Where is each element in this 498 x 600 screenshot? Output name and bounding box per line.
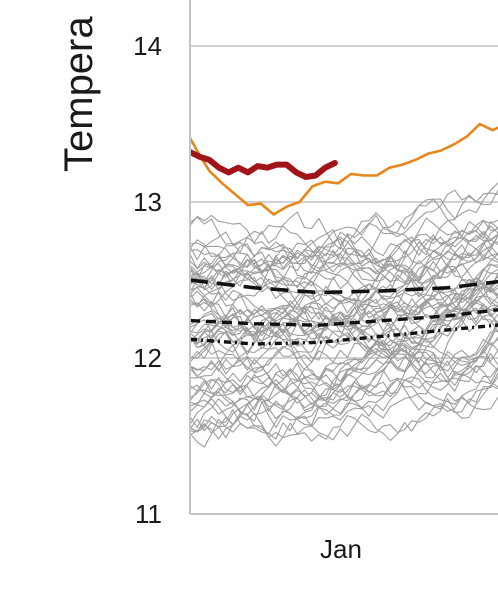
ensemble-line <box>190 299 498 358</box>
ensemble-line <box>190 274 498 415</box>
ensemble-line <box>190 353 498 411</box>
ensemble-line <box>190 293 498 363</box>
y-tick-label: 14 <box>133 31 162 61</box>
ensemble-line <box>190 338 498 398</box>
ensemble-traces <box>190 181 498 448</box>
y-tick-label: 11 <box>135 499 162 529</box>
ensemble-line <box>190 362 498 410</box>
ensemble-line <box>190 272 498 308</box>
ensemble-line <box>190 198 498 253</box>
tick-labels: 11121314JanFeb <box>133 31 362 564</box>
ensemble-line <box>190 366 498 426</box>
ensemble-line <box>190 238 498 285</box>
ensemble-line <box>190 245 498 353</box>
series-lines <box>190 122 498 346</box>
ensemble-line <box>190 227 498 321</box>
ensemble-line <box>190 253 498 303</box>
y-axis-title: Tempera <box>57 16 101 172</box>
ensemble-line <box>190 224 498 265</box>
observed-line <box>190 122 498 216</box>
ensemble-line <box>190 340 498 386</box>
ensemble-line <box>190 181 498 289</box>
ensemble-line <box>190 345 498 398</box>
ensemble-line <box>190 254 498 321</box>
x-tick-label: Jan <box>320 534 362 564</box>
ensemble-line <box>190 279 498 365</box>
ensemble-line <box>190 263 498 344</box>
ensemble-line <box>190 190 498 259</box>
ensemble-line <box>190 283 498 379</box>
percentile-lower-line <box>190 323 498 346</box>
ensemble-line <box>190 234 498 289</box>
recent-line <box>190 149 338 180</box>
ensemble-line <box>190 282 498 349</box>
ensemble-line <box>190 272 498 422</box>
ensemble-line <box>190 308 498 358</box>
ensemble-line <box>190 214 498 259</box>
ensemble-line <box>190 263 498 343</box>
ensemble-line <box>190 280 498 343</box>
y-tick-label: 13 <box>133 187 162 217</box>
ensemble-line <box>190 272 498 393</box>
y-tick-label: 12 <box>133 343 162 373</box>
ensemble-line <box>190 232 498 297</box>
ensemble-line <box>190 294 498 361</box>
ensemble-line <box>190 301 498 351</box>
ensemble-line <box>190 219 498 275</box>
ensemble-line <box>190 230 498 301</box>
ensemble-line <box>190 245 498 282</box>
plot-axes <box>189 0 498 515</box>
ensemble-line <box>190 395 498 442</box>
grid-lines <box>190 45 498 359</box>
ensemble-line <box>190 336 498 402</box>
ensemble-line <box>190 219 498 325</box>
ensemble-line <box>190 286 498 328</box>
ensemble-line <box>190 221 498 291</box>
ensemble-line <box>190 320 498 448</box>
ensemble-line <box>190 278 498 335</box>
ensemble-line <box>190 375 498 440</box>
ensemble-line <box>190 352 498 429</box>
ensemble-line <box>190 266 498 337</box>
ensemble-line <box>190 252 498 291</box>
